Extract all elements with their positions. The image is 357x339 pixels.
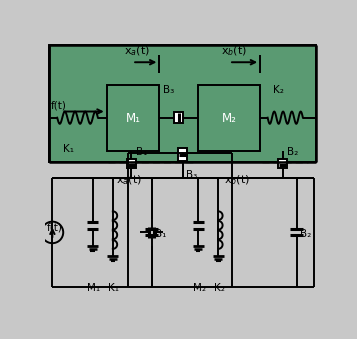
Text: M₁: M₁ <box>87 283 100 293</box>
Text: B₃: B₃ <box>186 170 198 180</box>
Text: x$_a$(t): x$_a$(t) <box>116 173 142 187</box>
Text: K₁: K₁ <box>63 144 74 154</box>
Text: B₂: B₂ <box>300 229 312 239</box>
Text: B₃: B₃ <box>163 85 175 95</box>
Text: f(t): f(t) <box>51 100 67 111</box>
Text: f(t): f(t) <box>47 223 63 233</box>
Text: B₁: B₁ <box>155 229 167 239</box>
Text: M₂: M₂ <box>193 283 206 293</box>
Text: K₂: K₂ <box>273 85 284 95</box>
Bar <box>178 148 187 161</box>
Bar <box>127 159 136 168</box>
Text: M₂: M₂ <box>222 112 237 124</box>
Text: B₁: B₁ <box>136 147 147 157</box>
Text: K₂: K₂ <box>213 283 225 293</box>
Bar <box>198 85 260 151</box>
Bar <box>174 112 183 123</box>
Text: x$_b$(t): x$_b$(t) <box>225 173 251 187</box>
Text: B₂: B₂ <box>287 147 298 157</box>
Text: x$_a$(t): x$_a$(t) <box>124 44 150 58</box>
Bar <box>278 159 287 168</box>
Bar <box>107 85 159 151</box>
Text: K₁: K₁ <box>108 283 119 293</box>
Bar <box>49 44 316 162</box>
Text: x$_b$(t): x$_b$(t) <box>221 44 247 58</box>
Text: M₁: M₁ <box>125 112 140 124</box>
